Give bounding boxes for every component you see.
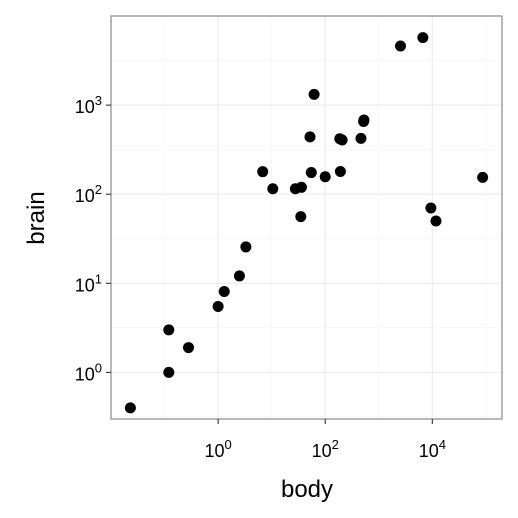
data-point-17 [319,171,331,183]
grid-lines [111,16,502,419]
data-point-14 [304,131,316,143]
data-point-25 [417,32,429,44]
data-point-6 [218,285,230,297]
data-point-7 [233,270,245,282]
data-point-23 [358,114,370,126]
data-point-5 [212,300,224,312]
data-point-16 [308,88,320,100]
data-point-8 [240,241,252,253]
data-points [124,32,489,414]
data-point-21 [355,132,367,144]
y-axis-title: brain [23,191,50,244]
data-point-15 [305,167,317,179]
data-point-9 [257,166,269,178]
data-point-28 [477,171,489,183]
data-point-1 [124,402,136,414]
data-point-27 [430,215,442,227]
data-point-26 [425,202,437,214]
plot-panel-background [111,16,502,419]
x-axis: 100 102 104 [204,419,446,461]
data-point-10 [267,183,279,195]
data-point-2 [163,366,175,378]
y-tick-label: 102 [75,182,102,206]
data-point-19 [334,165,346,177]
x-axis-title: body [281,476,333,503]
data-point-12 [295,211,307,223]
data-point-24 [395,40,407,52]
data-point-13 [295,181,307,193]
plot-panel-border [110,15,503,420]
data-point-4 [183,342,195,354]
data-point-20 [336,134,348,146]
data-point-3 [163,324,175,336]
